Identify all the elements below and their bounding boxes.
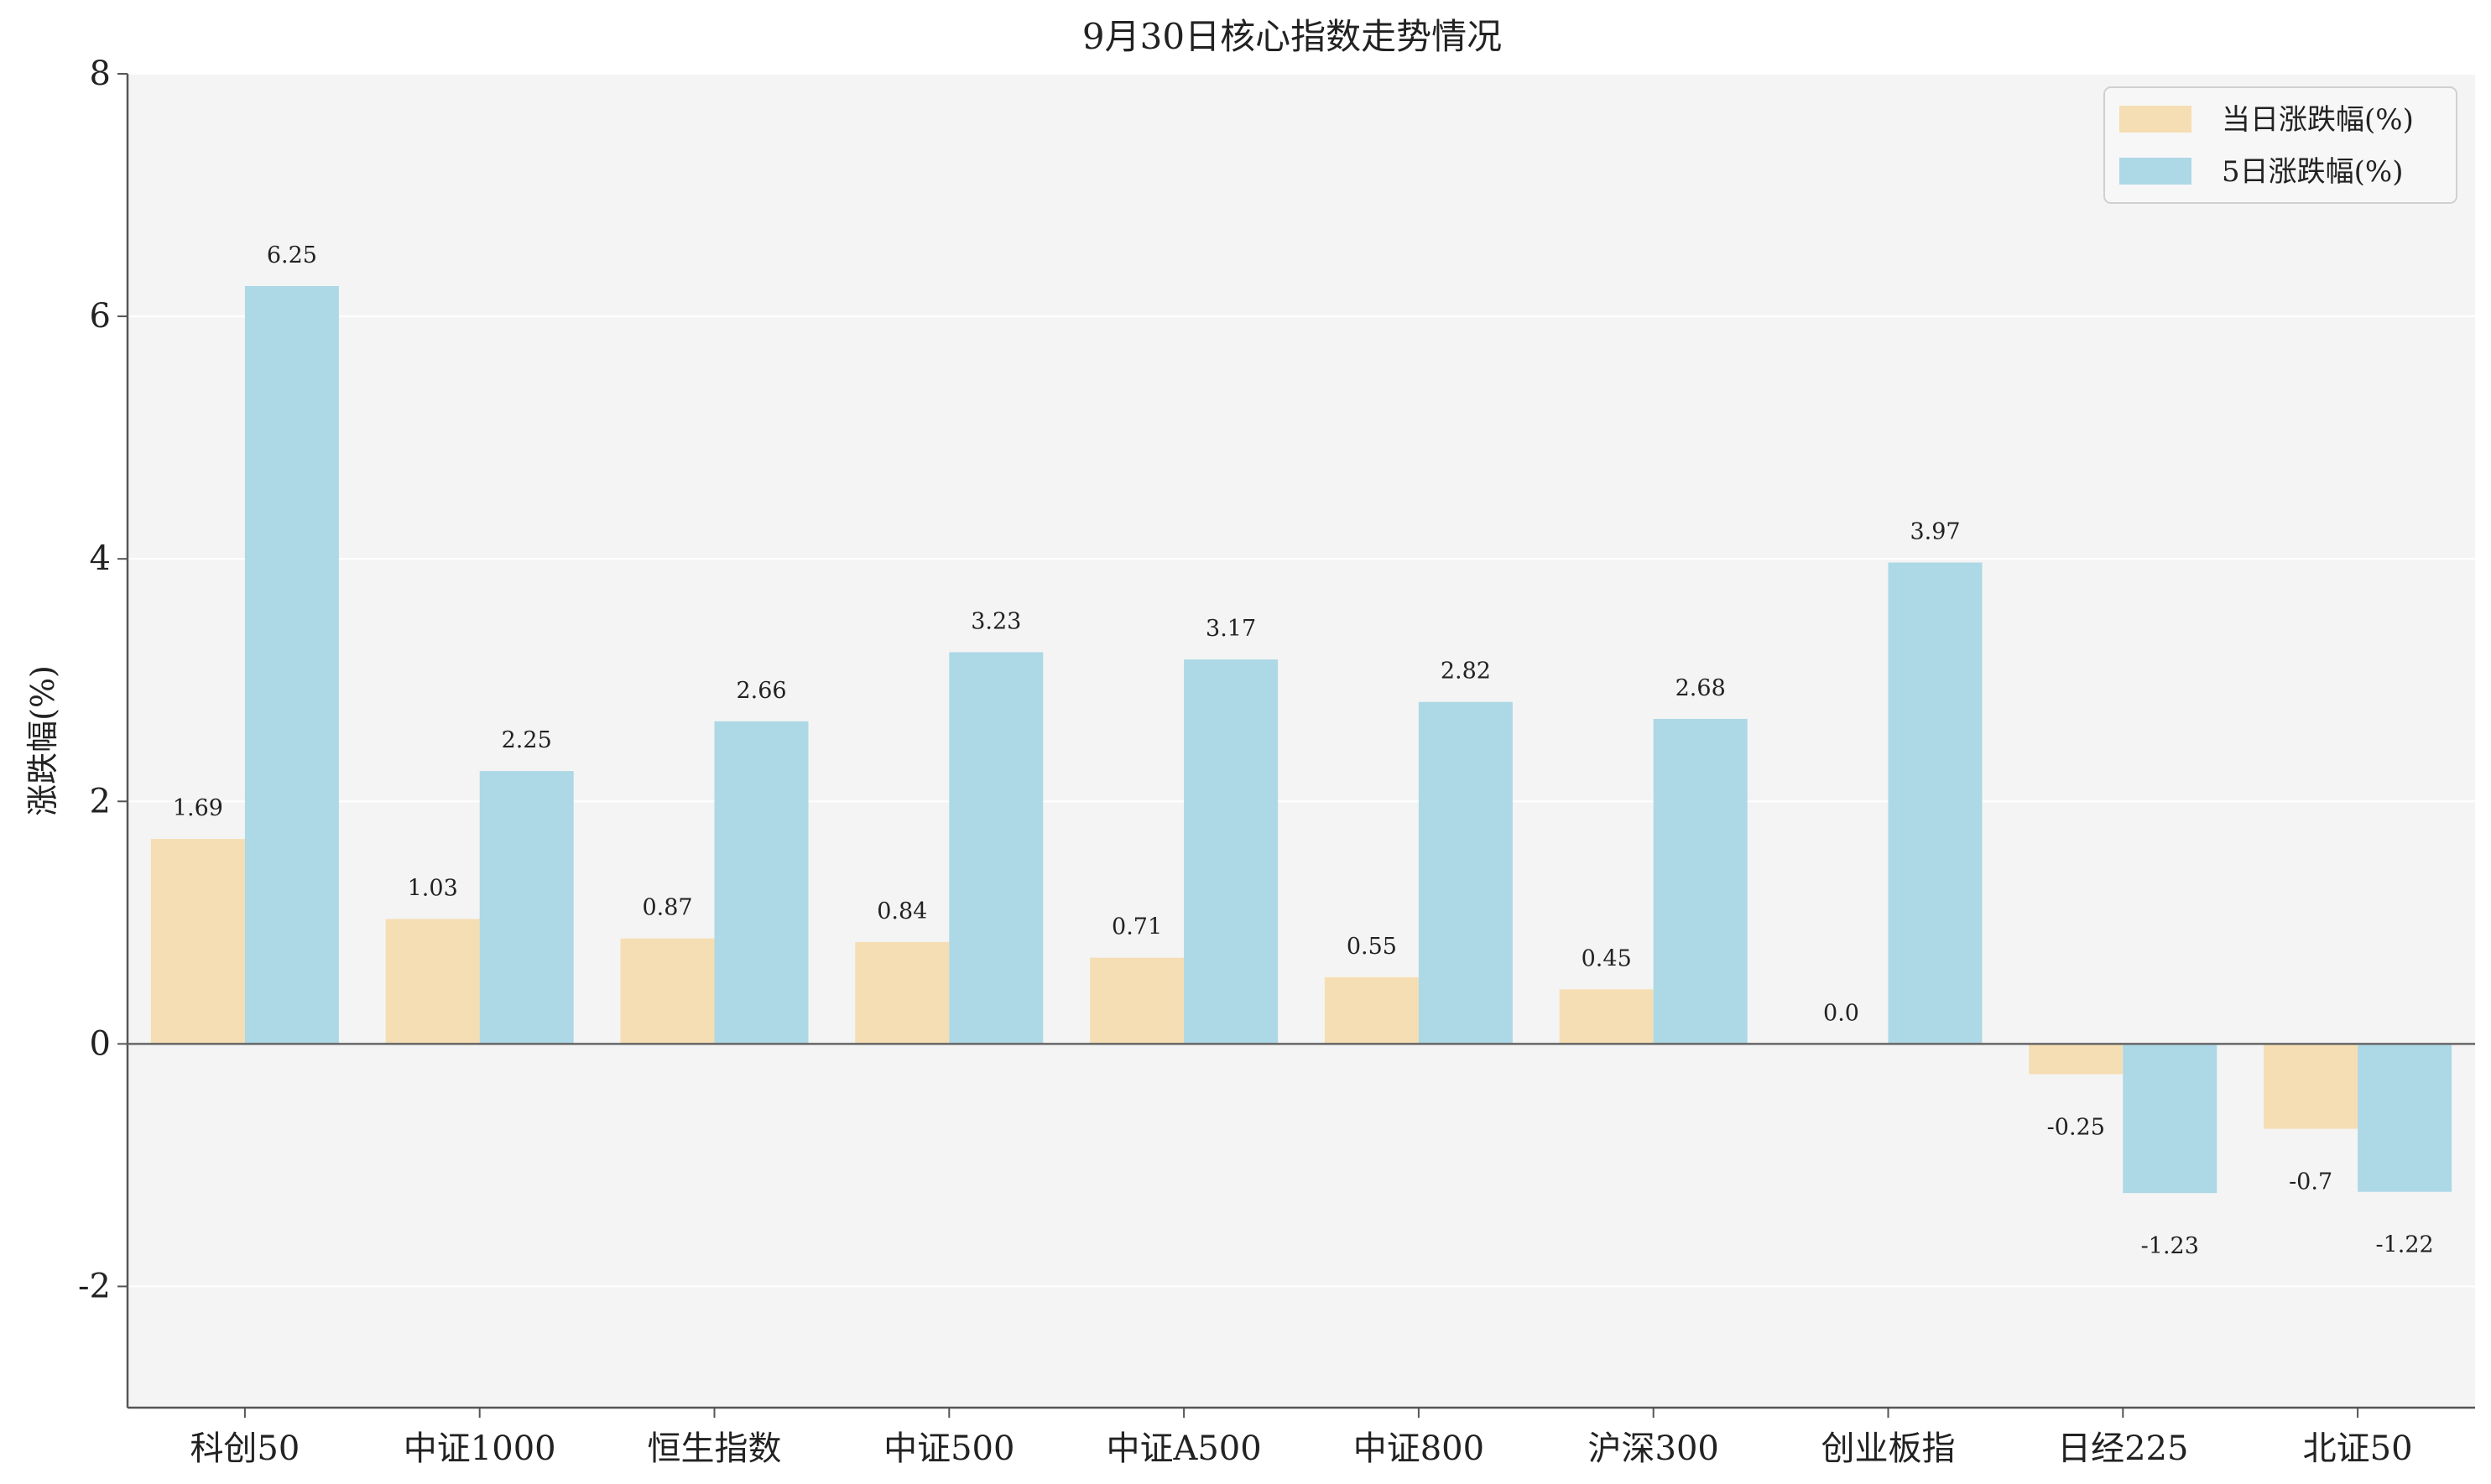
bar-five-day [244, 285, 339, 1044]
bar-daily [385, 919, 480, 1044]
data-label: 0.71 [1112, 914, 1162, 940]
data-label: 2.68 [1675, 675, 1726, 701]
x-tick-label: 中证1000 [404, 1429, 556, 1468]
bar-daily [1559, 989, 1654, 1044]
legend-swatch [2119, 158, 2191, 185]
y-axis-label: 涨跌幅(%) [24, 665, 61, 816]
y-tick-label: 2 [90, 782, 111, 820]
data-label: 0.55 [1347, 934, 1397, 960]
data-label: 1.03 [408, 875, 458, 901]
bar-five-day [1184, 659, 1279, 1044]
legend-label: 当日涨跌幅(%) [2222, 103, 2414, 137]
x-tick-label: 科创50 [190, 1429, 300, 1468]
legend: 当日涨跌幅(%) 5日涨跌幅(%) [2103, 86, 2457, 204]
data-label: 0.84 [877, 898, 927, 924]
data-label: 0.0 [1823, 1000, 1859, 1026]
bar-five-day [2123, 1044, 2217, 1194]
y-tick-label: 4 [90, 539, 111, 578]
data-label: 0.87 [642, 895, 692, 921]
x-tick-labels: 科创50 中证1000 恒生指数 中证500 中证A500 中证800 沪深300 创业板指 日… [190, 1429, 2412, 1468]
bar-daily [1324, 976, 1419, 1044]
data-label: 6.25 [267, 242, 317, 268]
bar-daily [1090, 957, 1185, 1044]
bar-five-day [1418, 701, 1513, 1044]
y-tick-labels: -2 0 2 4 6 8 [78, 55, 111, 1305]
y-tick-label: 6 [90, 297, 111, 336]
bar-daily [2264, 1044, 2358, 1129]
data-label: -0.7 [2289, 1169, 2332, 1195]
bar-five-day [479, 771, 574, 1044]
data-label: 1.69 [173, 795, 223, 821]
x-tick-label: 中证500 [883, 1429, 1014, 1468]
legend-box [2103, 86, 2457, 204]
data-label: 2.66 [736, 678, 786, 704]
y-tick-label: 0 [90, 1024, 111, 1063]
bar-five-day [1653, 718, 1748, 1044]
bar-five-day [714, 721, 809, 1044]
data-labels: 1.69 1.03 0.87 0.84 0.71 0.55 0.45 0.0 -0.25 -0.7… [173, 242, 2434, 1259]
data-label: 2.25 [502, 727, 552, 753]
bar-daily [855, 941, 950, 1044]
bar-daily [150, 839, 245, 1044]
y-tick-label: 8 [90, 55, 111, 93]
data-label: -1.22 [2375, 1232, 2433, 1258]
bar-five-day [949, 652, 1044, 1044]
x-tick-label: 沪深300 [1588, 1429, 1719, 1468]
axes [117, 73, 2475, 1418]
bar-daily [2029, 1044, 2124, 1075]
x-tick-label: 中证A500 [1106, 1429, 1261, 1468]
legend-label: 5日涨跌幅(%) [2222, 155, 2403, 189]
data-label: 0.45 [1582, 945, 1632, 971]
x-tick-label: 创业板指 [1821, 1429, 1956, 1468]
data-label: 2.82 [1441, 659, 1491, 685]
data-label: -1.23 [2141, 1233, 2199, 1259]
chart-title: 9月30日核心指数走势情况 [1082, 16, 1502, 57]
data-label: 3.23 [971, 608, 1021, 634]
bar-daily [620, 938, 715, 1044]
x-tick-label: 日经225 [2057, 1429, 2188, 1468]
bar-five-day [1888, 562, 1983, 1044]
bars [150, 285, 2452, 1194]
data-label: -0.25 [2047, 1115, 2105, 1141]
data-label: 3.97 [1910, 519, 1960, 545]
legend-swatch [2119, 106, 2191, 133]
data-label: 3.17 [1206, 616, 1256, 642]
x-tick-label: 北证50 [2303, 1429, 2413, 1468]
plot-area [128, 74, 2475, 1408]
x-tick-label: 中证800 [1353, 1429, 1484, 1468]
x-tick-label: 恒生指数 [648, 1429, 782, 1468]
y-tick-label: -2 [78, 1267, 111, 1305]
bar-five-day [2358, 1044, 2452, 1192]
